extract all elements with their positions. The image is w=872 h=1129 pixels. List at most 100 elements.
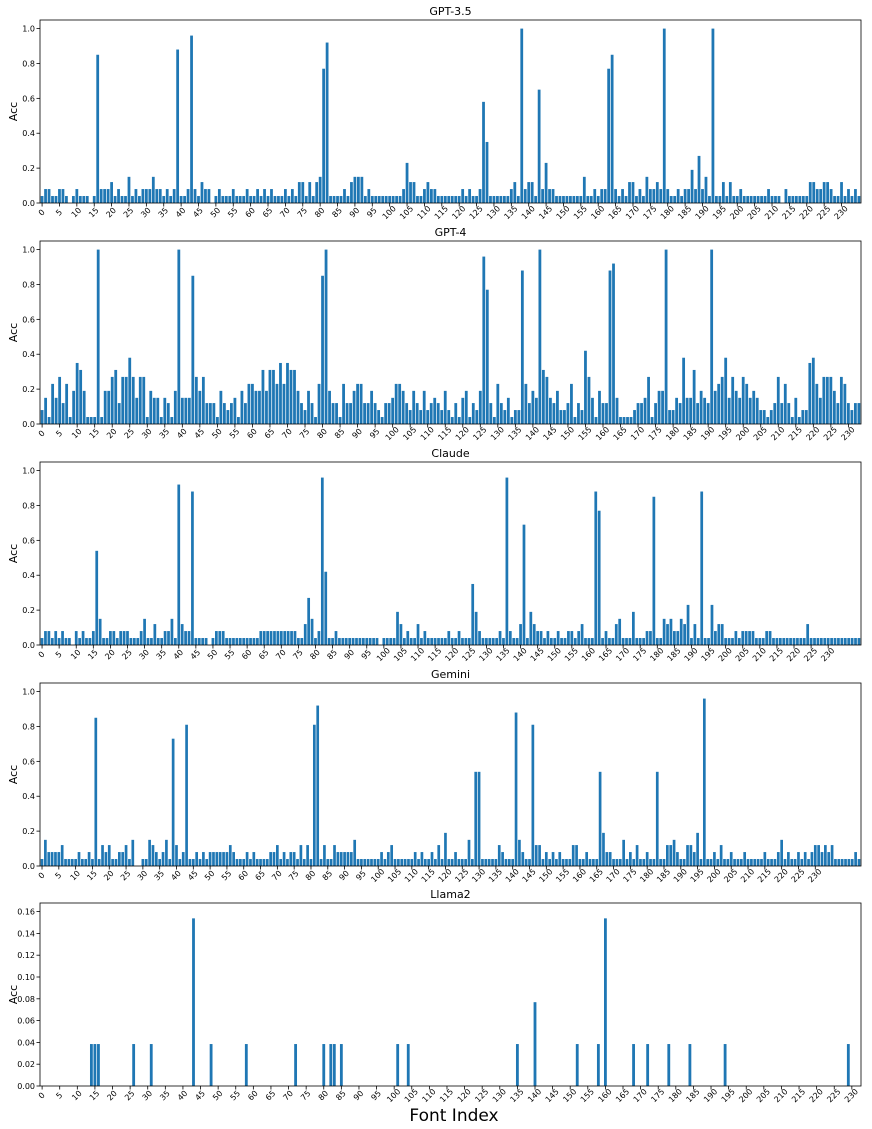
bar [377, 410, 381, 424]
x-tick-label: 100 [375, 646, 392, 663]
x-tick-label: 220 [808, 1087, 825, 1104]
bar [570, 383, 573, 424]
bar [635, 196, 638, 203]
bar [812, 182, 816, 203]
y-tick-label: 0.2 [22, 164, 35, 173]
x-tick-label: 80 [315, 427, 329, 441]
bar [40, 410, 44, 424]
bar [309, 859, 313, 866]
bar [67, 859, 71, 866]
x-tick-label: 165 [614, 1087, 631, 1104]
bar [478, 189, 482, 203]
bar [237, 417, 240, 424]
bar [409, 638, 413, 645]
bar [343, 852, 346, 866]
bar [279, 631, 283, 645]
bar [804, 410, 808, 424]
bar [151, 176, 155, 203]
bar [324, 249, 328, 424]
bar [592, 859, 595, 866]
bar [114, 859, 118, 866]
bar [524, 383, 528, 424]
x-tick-label: 45 [189, 648, 203, 662]
bar [93, 1044, 97, 1086]
bar [413, 638, 416, 645]
bar [282, 383, 286, 424]
bar [528, 859, 531, 866]
bar [318, 176, 322, 203]
bar [685, 397, 689, 424]
y-axis-label: Acc [7, 985, 20, 1004]
x-tick-label: 185 [676, 204, 693, 221]
bar [252, 638, 256, 645]
bar [332, 196, 336, 203]
bar [47, 631, 51, 645]
y-tick-label: 0.08 [17, 995, 35, 1004]
bar [348, 638, 352, 645]
x-tick-label: 175 [631, 646, 648, 663]
bar [266, 631, 269, 645]
x-tick-label: 105 [403, 1087, 420, 1104]
bar [74, 631, 78, 645]
x-tick-label: 15 [87, 206, 101, 220]
x-tick-label: 115 [433, 204, 450, 221]
x-tick-label: 220 [773, 867, 790, 884]
bar [238, 638, 242, 645]
x-tick-label: 115 [438, 1087, 455, 1104]
bar [586, 196, 590, 203]
bar [338, 638, 341, 645]
x-tick-label: 160 [571, 867, 588, 884]
x-tick-label: 165 [607, 204, 624, 221]
bar [262, 859, 266, 866]
bar [58, 189, 61, 203]
bar [238, 196, 242, 203]
bar [180, 397, 184, 424]
x-tick-label: 210 [751, 646, 768, 663]
bar [529, 611, 533, 645]
y-tick-label: 0.10 [17, 973, 35, 982]
x-tick-label: 20 [104, 206, 118, 220]
bar [565, 859, 568, 866]
bar [212, 403, 216, 424]
bar [417, 859, 420, 866]
bar [303, 410, 307, 424]
bar [286, 362, 289, 424]
bar [437, 638, 440, 645]
bar [803, 852, 807, 866]
bar [673, 196, 677, 203]
x-tick-label: 195 [689, 867, 706, 884]
bar [548, 189, 551, 203]
bar [615, 859, 619, 866]
bar [784, 189, 788, 203]
bar [245, 638, 249, 645]
x-tick-label: 55 [220, 869, 234, 883]
bar [761, 638, 765, 645]
x-tick-label: 40 [175, 427, 189, 441]
bar [402, 638, 406, 645]
bar [558, 196, 562, 203]
bar [222, 852, 225, 866]
x-tick-label: 110 [420, 1087, 437, 1104]
bar [531, 390, 535, 424]
bar [482, 256, 486, 424]
bar [655, 182, 659, 203]
x-tick-label: 105 [401, 425, 418, 442]
bar [175, 845, 178, 866]
bar [521, 852, 525, 866]
bar [659, 638, 663, 645]
bar [47, 852, 51, 866]
bar [235, 638, 239, 645]
x-tick-label: 180 [638, 867, 655, 884]
bar [247, 383, 251, 424]
bar [628, 182, 631, 203]
bar [820, 852, 824, 866]
bar [433, 189, 437, 203]
bar [235, 196, 239, 203]
bar [75, 362, 79, 424]
bar [723, 859, 726, 866]
x-tick-label: 110 [403, 867, 420, 884]
bar [603, 189, 607, 203]
bar [590, 638, 594, 645]
x-tick-label: 135 [508, 1087, 525, 1104]
bar [763, 852, 767, 866]
